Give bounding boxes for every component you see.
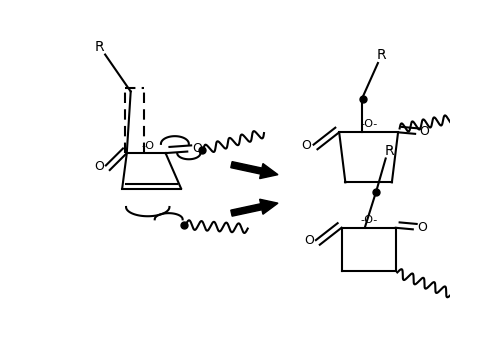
Text: -O-: -O- [360,119,378,129]
Text: R: R [95,40,104,54]
Text: O: O [304,234,314,247]
Text: R: R [384,144,394,158]
Text: O: O [302,139,312,152]
Polygon shape [231,162,278,179]
Text: O: O [94,160,104,173]
Text: O: O [192,142,202,155]
Polygon shape [231,199,278,216]
Text: R: R [377,48,386,62]
Text: -O: -O [142,141,154,151]
Text: O: O [420,125,430,138]
Text: O: O [417,221,427,234]
Text: -O-: -O- [360,215,378,225]
